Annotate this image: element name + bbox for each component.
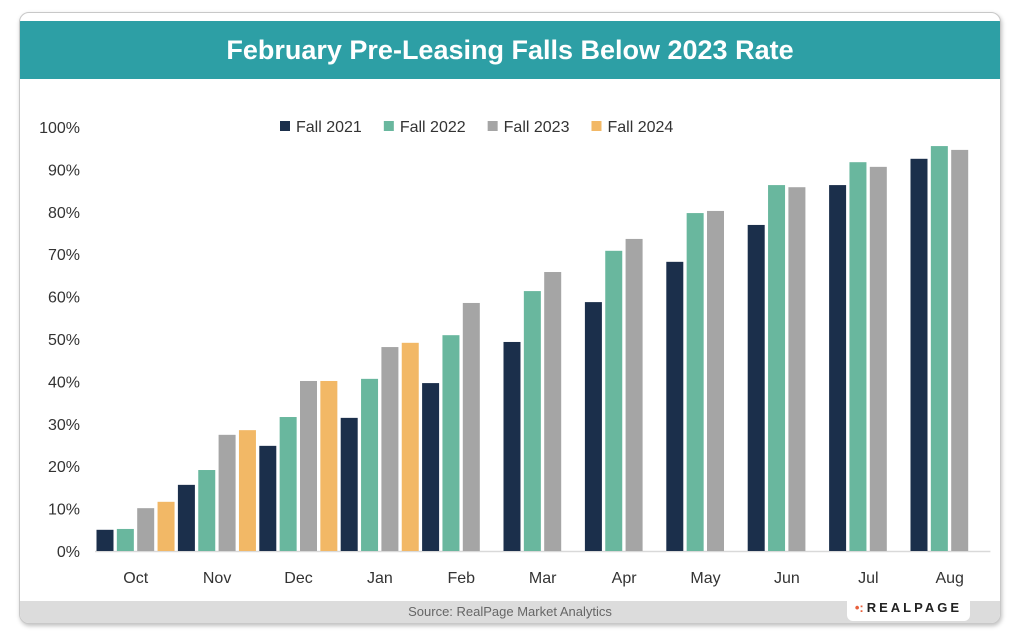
bar-fall-2021	[503, 341, 521, 551]
realpage-logo: •: REALPAGE	[846, 595, 970, 621]
y-tick-label: 100%	[39, 120, 80, 137]
y-tick-label: 30%	[48, 417, 80, 434]
bar-fall-2021	[177, 484, 195, 551]
bar-fall-2023	[951, 149, 969, 551]
bar-fall-2022	[849, 162, 867, 551]
bar-fall-2022	[116, 528, 134, 551]
y-tick-label: 10%	[48, 502, 80, 519]
x-tick-label: Jan	[367, 570, 393, 587]
bar-fall-2023	[137, 508, 155, 551]
y-tick-label: 90%	[48, 162, 80, 179]
bar-fall-2023	[218, 434, 236, 551]
bar-fall-2022	[768, 185, 786, 551]
bar-fall-2023	[869, 166, 887, 551]
x-tick-label: Aug	[935, 570, 963, 587]
bar-fall-2021	[96, 529, 114, 551]
bar-fall-2024	[157, 501, 175, 551]
bar-fall-2021	[747, 224, 765, 551]
bar-fall-2023	[300, 380, 317, 551]
legend-swatch	[280, 121, 290, 131]
bar-fall-2023	[788, 187, 806, 551]
legend-swatch	[591, 121, 602, 131]
x-tick-label: Dec	[284, 570, 312, 587]
legend-label: Fall 2021	[296, 119, 362, 136]
bar-fall-2023	[625, 238, 643, 551]
x-tick-label: May	[690, 570, 720, 587]
bar-fall-2024	[401, 342, 419, 551]
x-tick-label: Mar	[529, 570, 557, 587]
legend-label: Fall 2023	[504, 119, 570, 136]
x-tick-label: Jul	[858, 570, 878, 587]
y-tick-label: 40%	[48, 374, 80, 391]
bar-fall-2021	[829, 185, 847, 551]
bar-fall-2023	[544, 272, 562, 551]
y-tick-label: 80%	[48, 205, 80, 222]
bar-fall-2024	[238, 430, 256, 551]
bar-fall-2022	[605, 250, 623, 552]
bar-fall-2021	[666, 261, 684, 551]
bar-fall-2024	[320, 380, 338, 551]
x-tick-label: Apr	[612, 570, 638, 587]
x-tick-label: Nov	[203, 570, 231, 587]
bar-fall-2021	[340, 417, 358, 551]
y-tick-label: 0%	[57, 544, 80, 561]
bar-fall-2023	[381, 347, 399, 551]
y-tick-label: 70%	[48, 247, 80, 264]
x-tick-label: Oct	[123, 570, 148, 587]
bar-fall-2023	[707, 210, 724, 551]
y-tick-label: 50%	[48, 332, 80, 349]
legend-swatch	[383, 121, 394, 131]
bar-fall-2022	[442, 335, 460, 551]
y-tick-label: 60%	[48, 290, 80, 307]
bar-fall-2022	[686, 213, 704, 551]
bar-fall-2022	[523, 291, 541, 551]
chart-title: February Pre-Leasing Falls Below 2023 Ra…	[20, 21, 1000, 79]
bar-fall-2021	[422, 383, 440, 551]
bar-fall-2022	[279, 417, 297, 551]
bar-fall-2022	[930, 146, 948, 551]
legend-label: Fall 2024	[607, 119, 673, 136]
legend-label: Fall 2022	[400, 119, 466, 136]
y-tick-label: 20%	[48, 459, 80, 476]
x-tick-label: Feb	[448, 570, 476, 587]
x-tick-label: Jun	[774, 570, 800, 587]
legend-swatch	[487, 121, 498, 131]
bar-fall-2021	[910, 158, 928, 552]
bar-fall-2021	[259, 445, 277, 551]
bar-fall-2021	[584, 302, 602, 551]
bar-fall-2022	[198, 470, 216, 551]
source-note: Source: RealPage Market Analytics	[20, 601, 1000, 623]
bar-fall-2022	[361, 378, 379, 551]
bar-fall-2023	[462, 302, 480, 551]
